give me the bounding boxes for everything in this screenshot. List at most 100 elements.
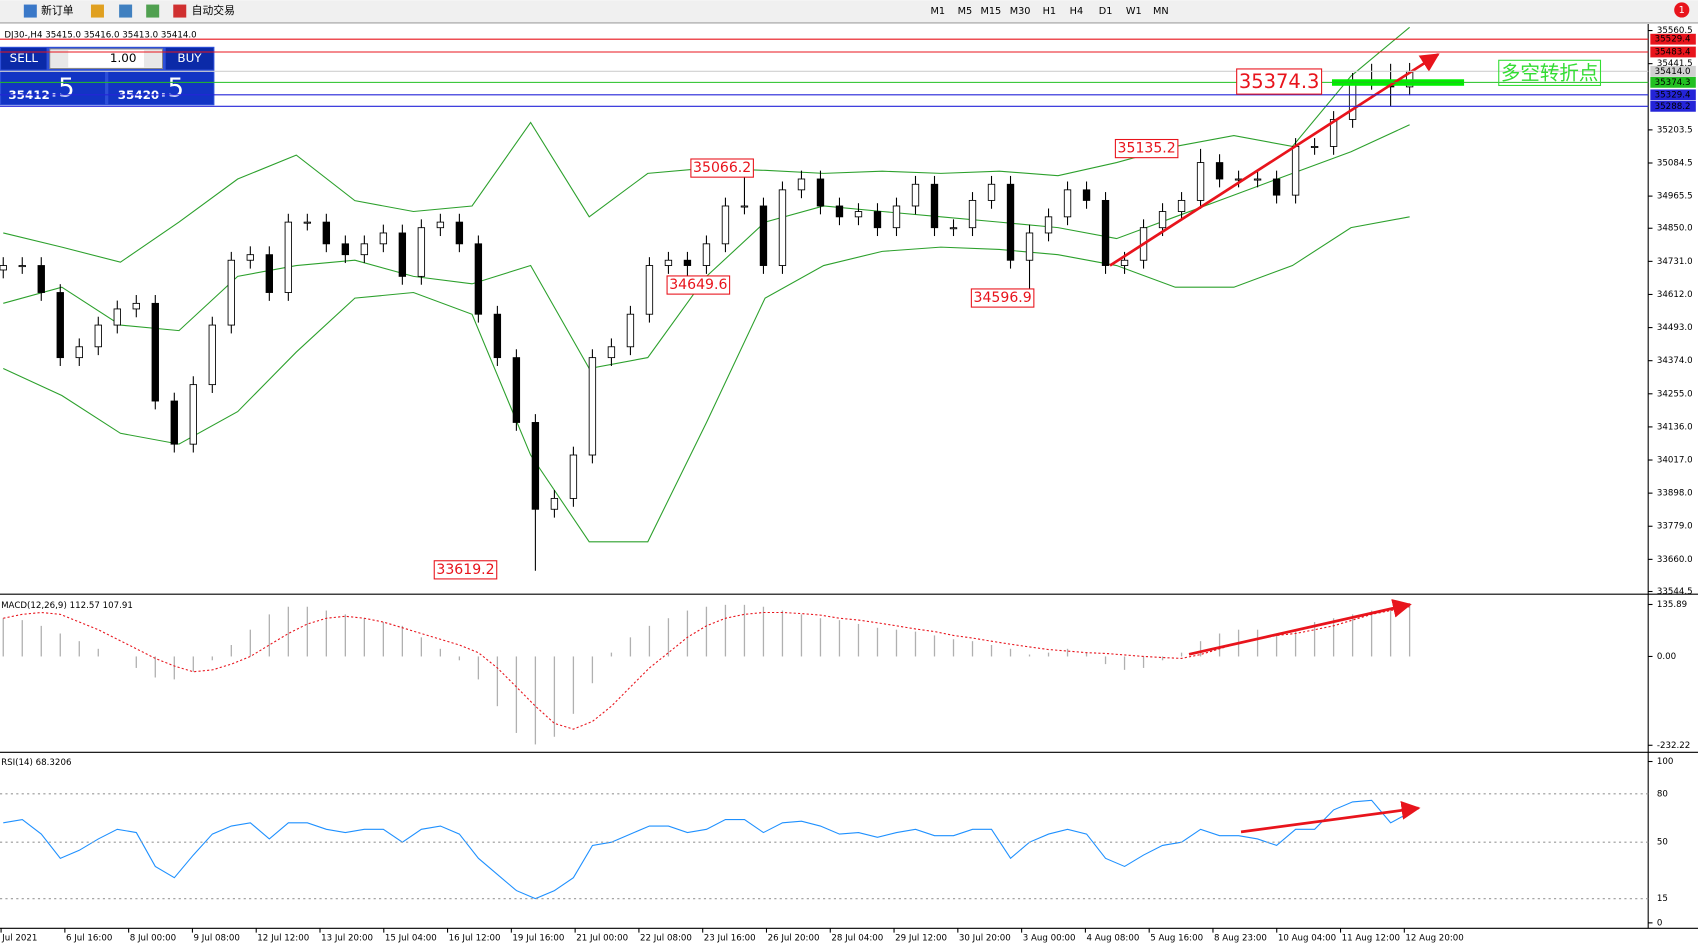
bid-box[interactable] [1,71,106,105]
chart-area [0,24,1649,929]
annotation-box [666,275,731,295]
plot [0,26,1414,900]
x-tick-label: 16 Jul 12:00 [449,934,501,944]
y-tick-label: 34136.0 [1657,422,1693,432]
timeframe-button[interactable]: W1 [1126,6,1142,17]
candle-body [284,221,293,293]
candle-body [75,346,83,359]
timeframe-button[interactable]: MN [1153,6,1169,17]
y-tick-label: 0.00 [1657,652,1676,662]
x-tick-label: 5 Aug 16:00 [1150,934,1203,944]
rsi-line [3,799,1410,900]
annotation-box [690,158,754,178]
candle-body [436,221,445,229]
timeframe-bar: M1 M5 M15 M30 H1 H4 D1 W1 MN [931,6,1169,17]
timeframe-button[interactable]: D1 [1099,6,1113,17]
sell-label[interactable]: SELL [10,51,39,65]
x-tick-label: 10 Aug 04:00 [1278,934,1336,944]
lot-increment[interactable] [144,50,162,68]
candle-body [151,302,159,402]
buy-label[interactable]: BUY [177,51,202,65]
candle-body [930,183,939,229]
candle-body [265,254,274,293]
lot-decrement[interactable] [50,50,69,68]
candle-body [740,205,749,208]
x-tick-label: 3 Aug 00:00 [1023,934,1076,944]
annotation: 35066.2 [693,160,751,176]
candle-body [246,254,254,261]
annotation: 多空转折点 [1501,61,1598,84]
candle-body [37,265,45,293]
toolbar-icon[interactable] [119,4,133,18]
x-tick-label: 9 Jul 08:00 [194,934,240,944]
candle-body [398,232,407,277]
notification-badge[interactable] [1674,2,1690,18]
candle-body [683,259,692,266]
timeframe-button[interactable]: M1 [931,6,946,17]
candle-body [132,302,140,310]
y-tick-label: 34017.0 [1657,456,1693,466]
candle-body [0,265,7,271]
candle-body [1082,189,1091,201]
candle-body [360,243,369,256]
candle-body [1253,178,1262,181]
timeframe-button[interactable]: M5 [958,6,973,17]
y-tick-label: 33660.0 [1657,555,1693,565]
candle-body [645,265,654,315]
trend-arrow [1109,53,1440,267]
x-tick-label: 15 Jul 04:00 [385,934,437,944]
trend-arrow [1188,598,1412,656]
candle-body [474,243,483,315]
timeframe-button[interactable]: H1 [1043,6,1057,17]
candle-body [550,497,559,510]
price-level-label: 35288.2 [1655,102,1691,112]
bid-price-pips: .5 [50,74,75,104]
y-tick-label: 35084.5 [1657,158,1693,168]
auto-trading-icon[interactable] [173,4,187,18]
candle-body [835,205,844,218]
annotation-box [433,560,498,580]
candle-body [303,221,312,224]
auto-trading-button[interactable]: 自动交易 [192,3,235,17]
candle-body [854,211,863,218]
timeframe-button[interactable]: H4 [1070,6,1084,17]
x-tick-label: 12 Aug 20:00 [1405,934,1463,944]
candle-body [759,205,768,266]
candle-body [1272,178,1281,196]
toolbar-icon[interactable] [146,4,160,18]
price-level-label: 35329.4 [1655,90,1691,100]
lot-value[interactable]: 1.00 [110,51,137,65]
sell-button[interactable] [1,47,47,70]
annotation-box [1236,68,1323,95]
timeframe-button[interactable]: M15 [980,6,1001,17]
candle-body [208,324,216,386]
y-tick-label: 135.89 [1657,600,1687,610]
candle-body [1348,80,1357,120]
y-tick-label: 33779.0 [1657,522,1693,532]
y-tick-label: 34850.0 [1657,224,1693,234]
annotation: 34649.6 [669,277,727,293]
candle-body [1310,146,1319,148]
ask-box[interactable] [108,71,214,105]
price-level-tag [1650,33,1696,45]
candle-body [1120,259,1129,266]
x-tick-label: Jul 2021 [1,934,37,944]
candle-body [1291,146,1300,196]
toolbar-icon[interactable] [90,4,104,18]
candle-body [379,232,388,245]
y-tick-label: 50 [1657,838,1668,848]
candle-body [949,227,958,230]
candle-body [569,454,578,499]
lot-input[interactable] [49,48,163,69]
new-order-icon[interactable] [23,4,37,18]
annotation: 35135.2 [1118,141,1176,157]
new-order-button[interactable]: 新订单 [41,3,74,17]
price-level-label: 35529.4 [1655,35,1691,45]
x-tick-label: 4 Aug 08:00 [1086,934,1139,944]
buy-button[interactable] [165,47,214,70]
timeframe-button[interactable]: M30 [1010,6,1031,17]
candle-body [512,357,521,423]
y-tick-label: 34612.0 [1657,290,1693,300]
candle-body [626,313,635,348]
candle-body [911,183,920,207]
